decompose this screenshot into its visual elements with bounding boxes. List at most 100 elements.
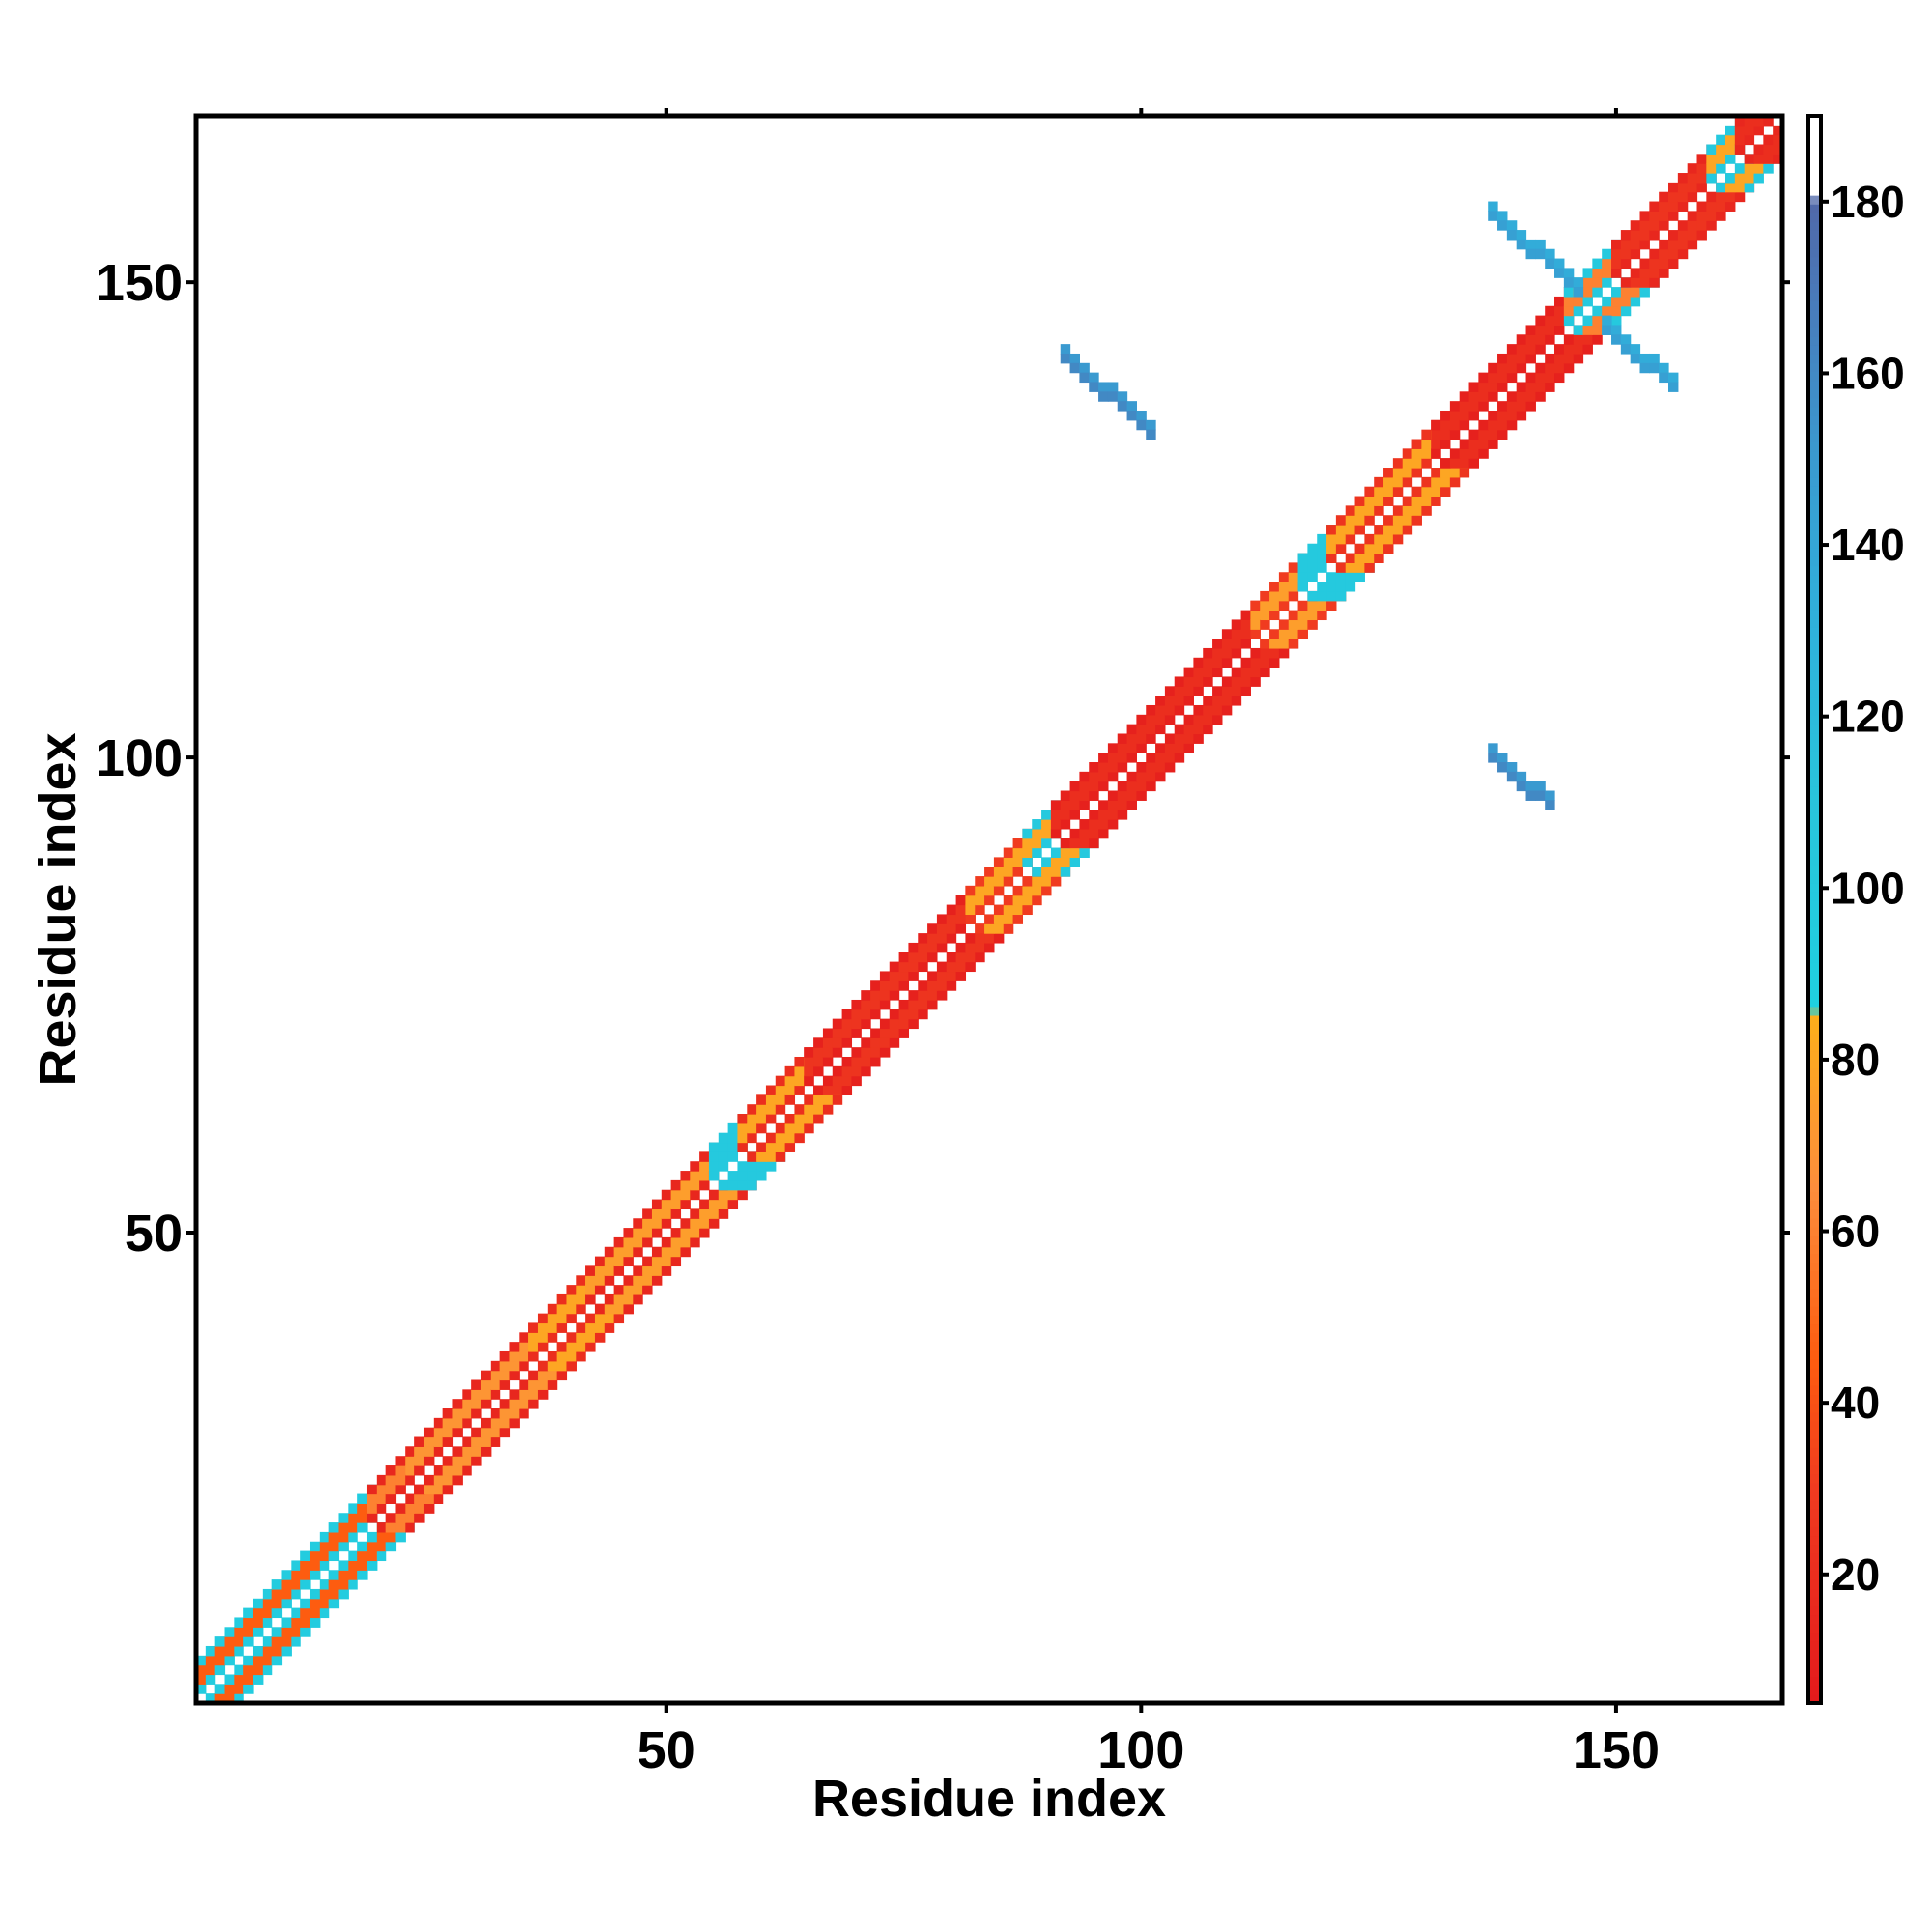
heatmap-cell <box>879 1028 891 1038</box>
heatmap-cell <box>918 1009 928 1020</box>
heatmap-cell <box>975 895 985 906</box>
heatmap-cell <box>357 1522 368 1533</box>
heatmap-cell <box>1335 582 1347 592</box>
heatmap-cell <box>1374 525 1384 535</box>
heatmap-cell <box>1107 810 1119 820</box>
heatmap-cell <box>898 1028 910 1038</box>
heatmap-cell <box>1563 334 1575 345</box>
heatmap-cell <box>993 914 1005 924</box>
heatmap-cell <box>1563 287 1575 298</box>
heatmap-cell <box>794 1132 805 1144</box>
heatmap-cell <box>1659 239 1669 250</box>
heatmap-cell <box>1193 667 1204 678</box>
heatmap-cell <box>1725 191 1736 203</box>
heatmap-cell <box>1488 391 1498 402</box>
heatmap-cell <box>537 1332 549 1343</box>
heatmap-cell <box>547 1313 558 1324</box>
heatmap-cell <box>281 1579 292 1590</box>
heatmap-cell <box>1117 762 1128 773</box>
heatmap-cell <box>300 1617 311 1628</box>
heatmap-cell <box>1545 325 1555 335</box>
heatmap-cell <box>1326 553 1337 563</box>
heatmap-cell <box>414 1456 425 1466</box>
colorbar-swatch <box>1808 1182 1821 1193</box>
heatmap-cell <box>1174 743 1185 753</box>
heatmap-cell <box>1602 258 1612 270</box>
heatmap-cell <box>1307 610 1318 621</box>
heatmap-cell <box>1022 885 1033 896</box>
heatmap-cell <box>423 1484 435 1495</box>
heatmap-cell <box>566 1313 577 1324</box>
heatmap-cell <box>376 1550 387 1562</box>
heatmap-cell <box>1060 867 1071 877</box>
heatmap-cell <box>908 952 919 963</box>
heatmap-cell <box>1630 287 1641 298</box>
heatmap-cell <box>708 1142 720 1152</box>
heatmap-cell <box>490 1379 501 1390</box>
heatmap-cell <box>1269 582 1280 592</box>
colorbar-swatch <box>1808 257 1821 267</box>
heatmap-cell <box>1221 696 1233 706</box>
heatmap-cell <box>1497 419 1508 431</box>
heatmap-cell <box>1089 771 1099 782</box>
heatmap-cell <box>1725 154 1736 164</box>
heatmap-cell <box>433 1417 444 1429</box>
heatmap-cell <box>224 1645 235 1657</box>
heatmap-cell <box>1677 191 1689 203</box>
sheet-contact-1-cell <box>1146 419 1156 431</box>
heatmap-cell <box>1497 382 1508 392</box>
colorbar-swatch <box>1808 530 1821 540</box>
colorbar-swatch <box>1808 1659 1821 1668</box>
heatmap-cell <box>480 1427 492 1438</box>
heatmap-cell <box>480 1370 492 1381</box>
heatmap-cell <box>471 1379 482 1390</box>
heatmap-cell <box>1193 686 1204 696</box>
heatmap-cell <box>727 1151 739 1162</box>
colorbar-swatch <box>1808 1685 1821 1695</box>
heatmap-cell <box>737 1122 748 1134</box>
heatmap-cell <box>309 1560 321 1571</box>
colorbar-swatch <box>1808 292 1821 302</box>
heatmap-cell <box>756 1094 767 1105</box>
heatmap-cell <box>1696 201 1707 212</box>
heatmap-cell <box>433 1484 444 1495</box>
heatmap-cell <box>594 1332 606 1343</box>
heatmap-cell <box>442 1436 454 1447</box>
heatmap-cell <box>309 1617 321 1628</box>
heatmap-cell <box>708 1171 720 1181</box>
antiparallel-lower-cell <box>1620 344 1632 355</box>
heatmap-cell <box>1278 600 1290 611</box>
antiparallel-upper-cell <box>1516 239 1527 250</box>
heatmap-cell <box>661 1236 672 1248</box>
sheet-contact-1-cell <box>1098 382 1109 392</box>
heatmap-cell <box>1659 191 1669 203</box>
heatmap-cell <box>1582 315 1593 327</box>
heatmap-cell <box>1563 362 1575 374</box>
heatmap-cell <box>690 1179 700 1191</box>
heatmap-cell <box>1203 667 1213 678</box>
heatmap-cell <box>1231 619 1242 630</box>
heatmap-cell <box>566 1342 577 1352</box>
heatmap-cell <box>348 1531 358 1543</box>
heatmap-cell <box>680 1246 691 1258</box>
colorbar-swatch <box>1808 1385 1821 1396</box>
heatmap-cell <box>1582 344 1593 355</box>
heatmap-cell <box>1516 353 1527 364</box>
heatmap-cell <box>1449 410 1461 421</box>
heatmap-cell <box>1107 800 1119 810</box>
heatmap-cell <box>395 1522 406 1533</box>
heatmap-cell <box>908 942 919 953</box>
heatmap-cell <box>841 1075 853 1087</box>
heatmap-cell <box>1668 201 1679 212</box>
sheet-contact-2-cell <box>1535 790 1546 801</box>
heatmap-cell <box>1545 372 1555 384</box>
colorbar-swatch <box>1808 1623 1821 1634</box>
colorbar-swatch <box>1808 1571 1821 1580</box>
heatmap-cell <box>1573 344 1584 355</box>
heatmap-cell <box>1497 410 1508 421</box>
heatmap-cell <box>528 1370 539 1381</box>
sheet-contact-2-cell <box>1506 771 1518 782</box>
colorbar-swatch <box>1808 1561 1821 1572</box>
heatmap-cell <box>690 1236 700 1248</box>
heatmap-cell <box>1288 572 1299 582</box>
